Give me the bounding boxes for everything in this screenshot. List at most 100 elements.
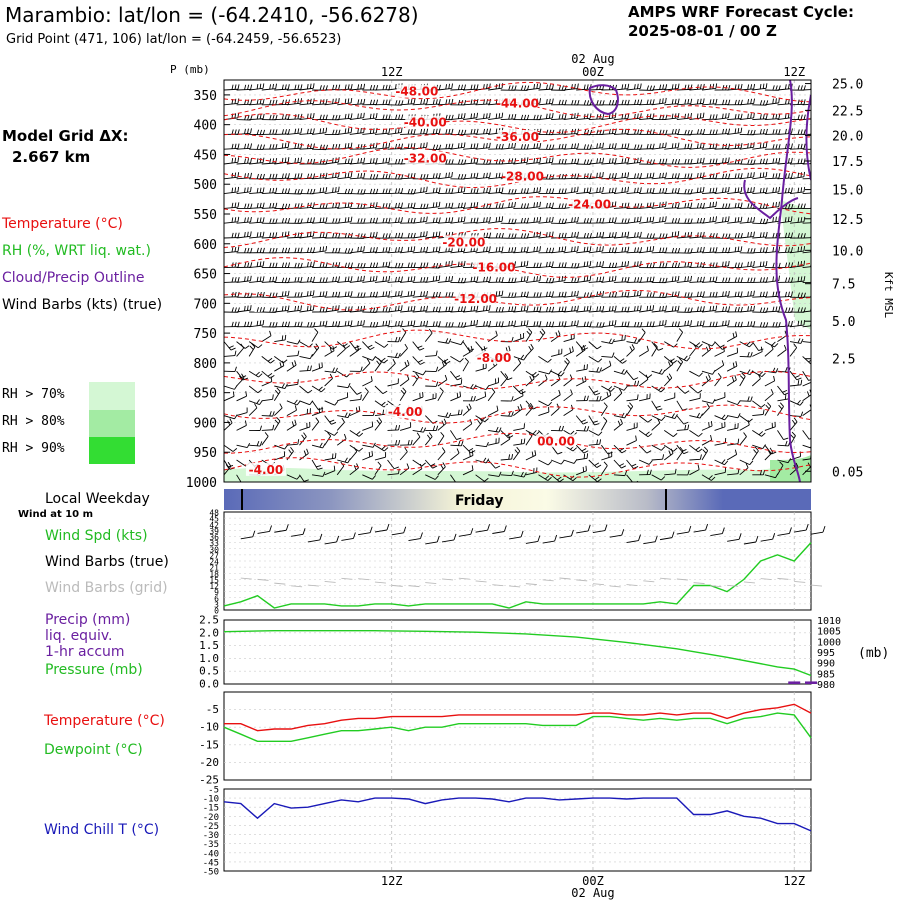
wind-barb-flag xyxy=(790,187,793,193)
wind-barb-staff xyxy=(286,383,298,387)
wind-barb-flag xyxy=(800,158,803,164)
wind-barb-flag xyxy=(699,413,703,419)
wind-barb-flag xyxy=(671,99,674,105)
wind-barb xyxy=(412,173,429,180)
wind-barb-flag xyxy=(611,339,615,344)
wind-barb-flag xyxy=(388,157,391,163)
wind-barb-flag xyxy=(762,83,765,89)
wind-barb xyxy=(676,400,688,411)
wind-barb-flag xyxy=(627,231,630,237)
wind-barb-staff xyxy=(236,395,247,402)
wind-barb xyxy=(525,142,542,150)
wind-barb xyxy=(739,305,755,313)
wind-barb-staff xyxy=(324,350,335,357)
wind-barb-flag xyxy=(476,98,479,105)
wind-barb-flag xyxy=(602,171,604,178)
wind-barb xyxy=(236,321,253,328)
wind-barb-flag xyxy=(571,320,573,327)
wind-barb xyxy=(676,98,693,106)
wind-barb-flag xyxy=(775,187,777,193)
wind-barb xyxy=(727,173,743,180)
wind-barb-flag xyxy=(634,217,636,223)
wind-barb-flag xyxy=(772,321,775,328)
wind-barb-staff xyxy=(299,147,314,150)
wind-barb-flag xyxy=(608,158,611,164)
wind-barb-flag xyxy=(523,217,526,223)
wind-barb-flag xyxy=(747,217,750,223)
wind-barb xyxy=(311,127,328,135)
wind-barb xyxy=(563,320,579,328)
wind-barb xyxy=(639,172,655,180)
wind-barb xyxy=(462,112,479,121)
wind-barb-flag xyxy=(624,231,627,238)
wind-barb-flag xyxy=(420,277,423,283)
wind-barb-flag xyxy=(275,218,278,224)
wind-barb-flag xyxy=(712,201,714,207)
wind-barb xyxy=(337,276,353,283)
wind-barb-flag xyxy=(608,292,612,298)
wind-barb-flag xyxy=(652,321,655,327)
wind-barb-flag xyxy=(332,129,335,135)
wind-barb-flag xyxy=(687,320,689,326)
wind-barb-staff xyxy=(802,356,811,365)
wind-barb-staff xyxy=(701,400,713,404)
wind-barb-staff xyxy=(701,177,716,180)
wind-barb-flag xyxy=(637,277,640,283)
wind-barb-flag xyxy=(784,394,787,400)
wind-barb-staff xyxy=(613,296,628,298)
wind-barb-staff xyxy=(689,102,704,106)
wind-barb-flag xyxy=(627,321,630,327)
wind-barb-flag xyxy=(536,276,539,282)
wind-barb xyxy=(739,112,755,121)
wind-barb xyxy=(777,277,794,283)
wind-barb-flag xyxy=(335,187,337,193)
wind-barb-flag xyxy=(375,142,378,148)
wind-barb-flag xyxy=(347,188,351,194)
wind-barb-flag xyxy=(456,392,459,398)
wind-barb-flag xyxy=(549,277,552,283)
wind-barb-staff xyxy=(689,191,704,195)
wind-barb-staff xyxy=(764,191,779,195)
wind-barb-flag xyxy=(526,157,529,163)
wind-barb-flag xyxy=(611,247,614,253)
wind-barb-staff xyxy=(450,265,465,269)
wind-barb-staff xyxy=(311,366,323,372)
precip-liq-label: liq. equiv. xyxy=(45,628,113,644)
wind-barb-flag xyxy=(750,98,753,104)
wind-barb-flag xyxy=(520,157,523,164)
wind-barb-staff xyxy=(563,88,578,91)
wind-barb xyxy=(664,321,680,328)
temperature-label: Temperature (°C) xyxy=(44,713,165,729)
wind-barb-flag xyxy=(602,129,605,135)
wind-barb-flag xyxy=(665,172,667,178)
wind-barb xyxy=(412,262,429,269)
wind-barb-flag xyxy=(240,343,245,349)
wind-barb-staff xyxy=(663,363,674,372)
wind-barb-staff xyxy=(739,176,754,180)
wind-barb-flag xyxy=(640,231,642,237)
wind-barb-flag xyxy=(498,143,501,150)
wind-barb-flag xyxy=(476,84,479,90)
wind-barb-staff xyxy=(224,395,235,402)
wind-barb-flag xyxy=(817,204,818,209)
wind-barb-flag xyxy=(674,414,678,419)
wind-barb-flag xyxy=(624,187,626,193)
wind-barb-flag xyxy=(338,276,340,282)
wind-barb xyxy=(349,366,363,372)
wind-barb xyxy=(387,378,399,387)
wind-barb-flag xyxy=(401,232,404,238)
wind-barb-flag xyxy=(784,99,787,105)
wind-barb-flag xyxy=(369,262,373,268)
wind-barb-staff xyxy=(274,88,289,91)
wind-barb xyxy=(236,343,245,357)
wind-barb xyxy=(764,306,781,313)
wind-barb-flag xyxy=(548,98,551,104)
wind-barb-flag xyxy=(250,216,252,223)
wind-barb-flag xyxy=(495,83,498,90)
wind-barb xyxy=(500,201,516,209)
wind-barb-flag xyxy=(737,143,740,149)
wind-barb-flag xyxy=(376,360,381,366)
wind-barb-flag xyxy=(300,157,303,163)
wind-barb-staff xyxy=(601,365,612,372)
wind-barb-flag xyxy=(725,143,728,149)
